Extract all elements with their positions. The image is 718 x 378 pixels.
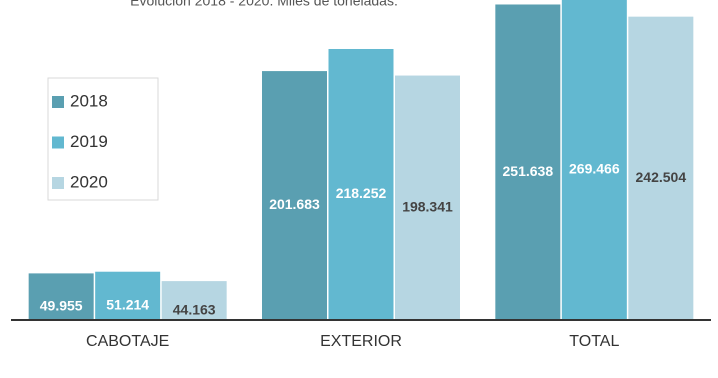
value-label: 242.504 (636, 169, 687, 185)
bar (628, 16, 694, 320)
value-label: 49.955 (40, 297, 83, 313)
legend-swatch (52, 136, 64, 149)
bar (262, 71, 327, 321)
x-tick-label: TOTAL (569, 333, 619, 350)
chart-subtitle: Evolución 2018 - 2020. Miles de tonelada… (130, 0, 398, 9)
legend-swatch (52, 177, 64, 189)
legend-label: 2019 (70, 132, 108, 151)
legend-label: 2018 (70, 91, 108, 110)
value-label: 269.466 (569, 161, 620, 177)
bar (161, 281, 227, 320)
bar (328, 48, 394, 320)
bar (395, 75, 460, 320)
value-label: 51.214 (106, 297, 149, 313)
bar (95, 271, 161, 320)
legend-box (47, 77, 159, 201)
value-label: 201.683 (269, 196, 320, 212)
value-label: 251.638 (503, 163, 554, 179)
bar (495, 4, 561, 321)
x-tick-label: EXTERIOR (320, 333, 402, 350)
legend-label: 2020 (70, 172, 108, 191)
value-label: 198.341 (402, 198, 453, 214)
x-tick-label: CABOTAJE (86, 333, 169, 350)
legend-swatch (52, 96, 64, 108)
bar (28, 273, 94, 320)
bar (561, 0, 627, 320)
value-label: 218.252 (336, 185, 387, 201)
value-label: 44.163 (173, 301, 216, 317)
